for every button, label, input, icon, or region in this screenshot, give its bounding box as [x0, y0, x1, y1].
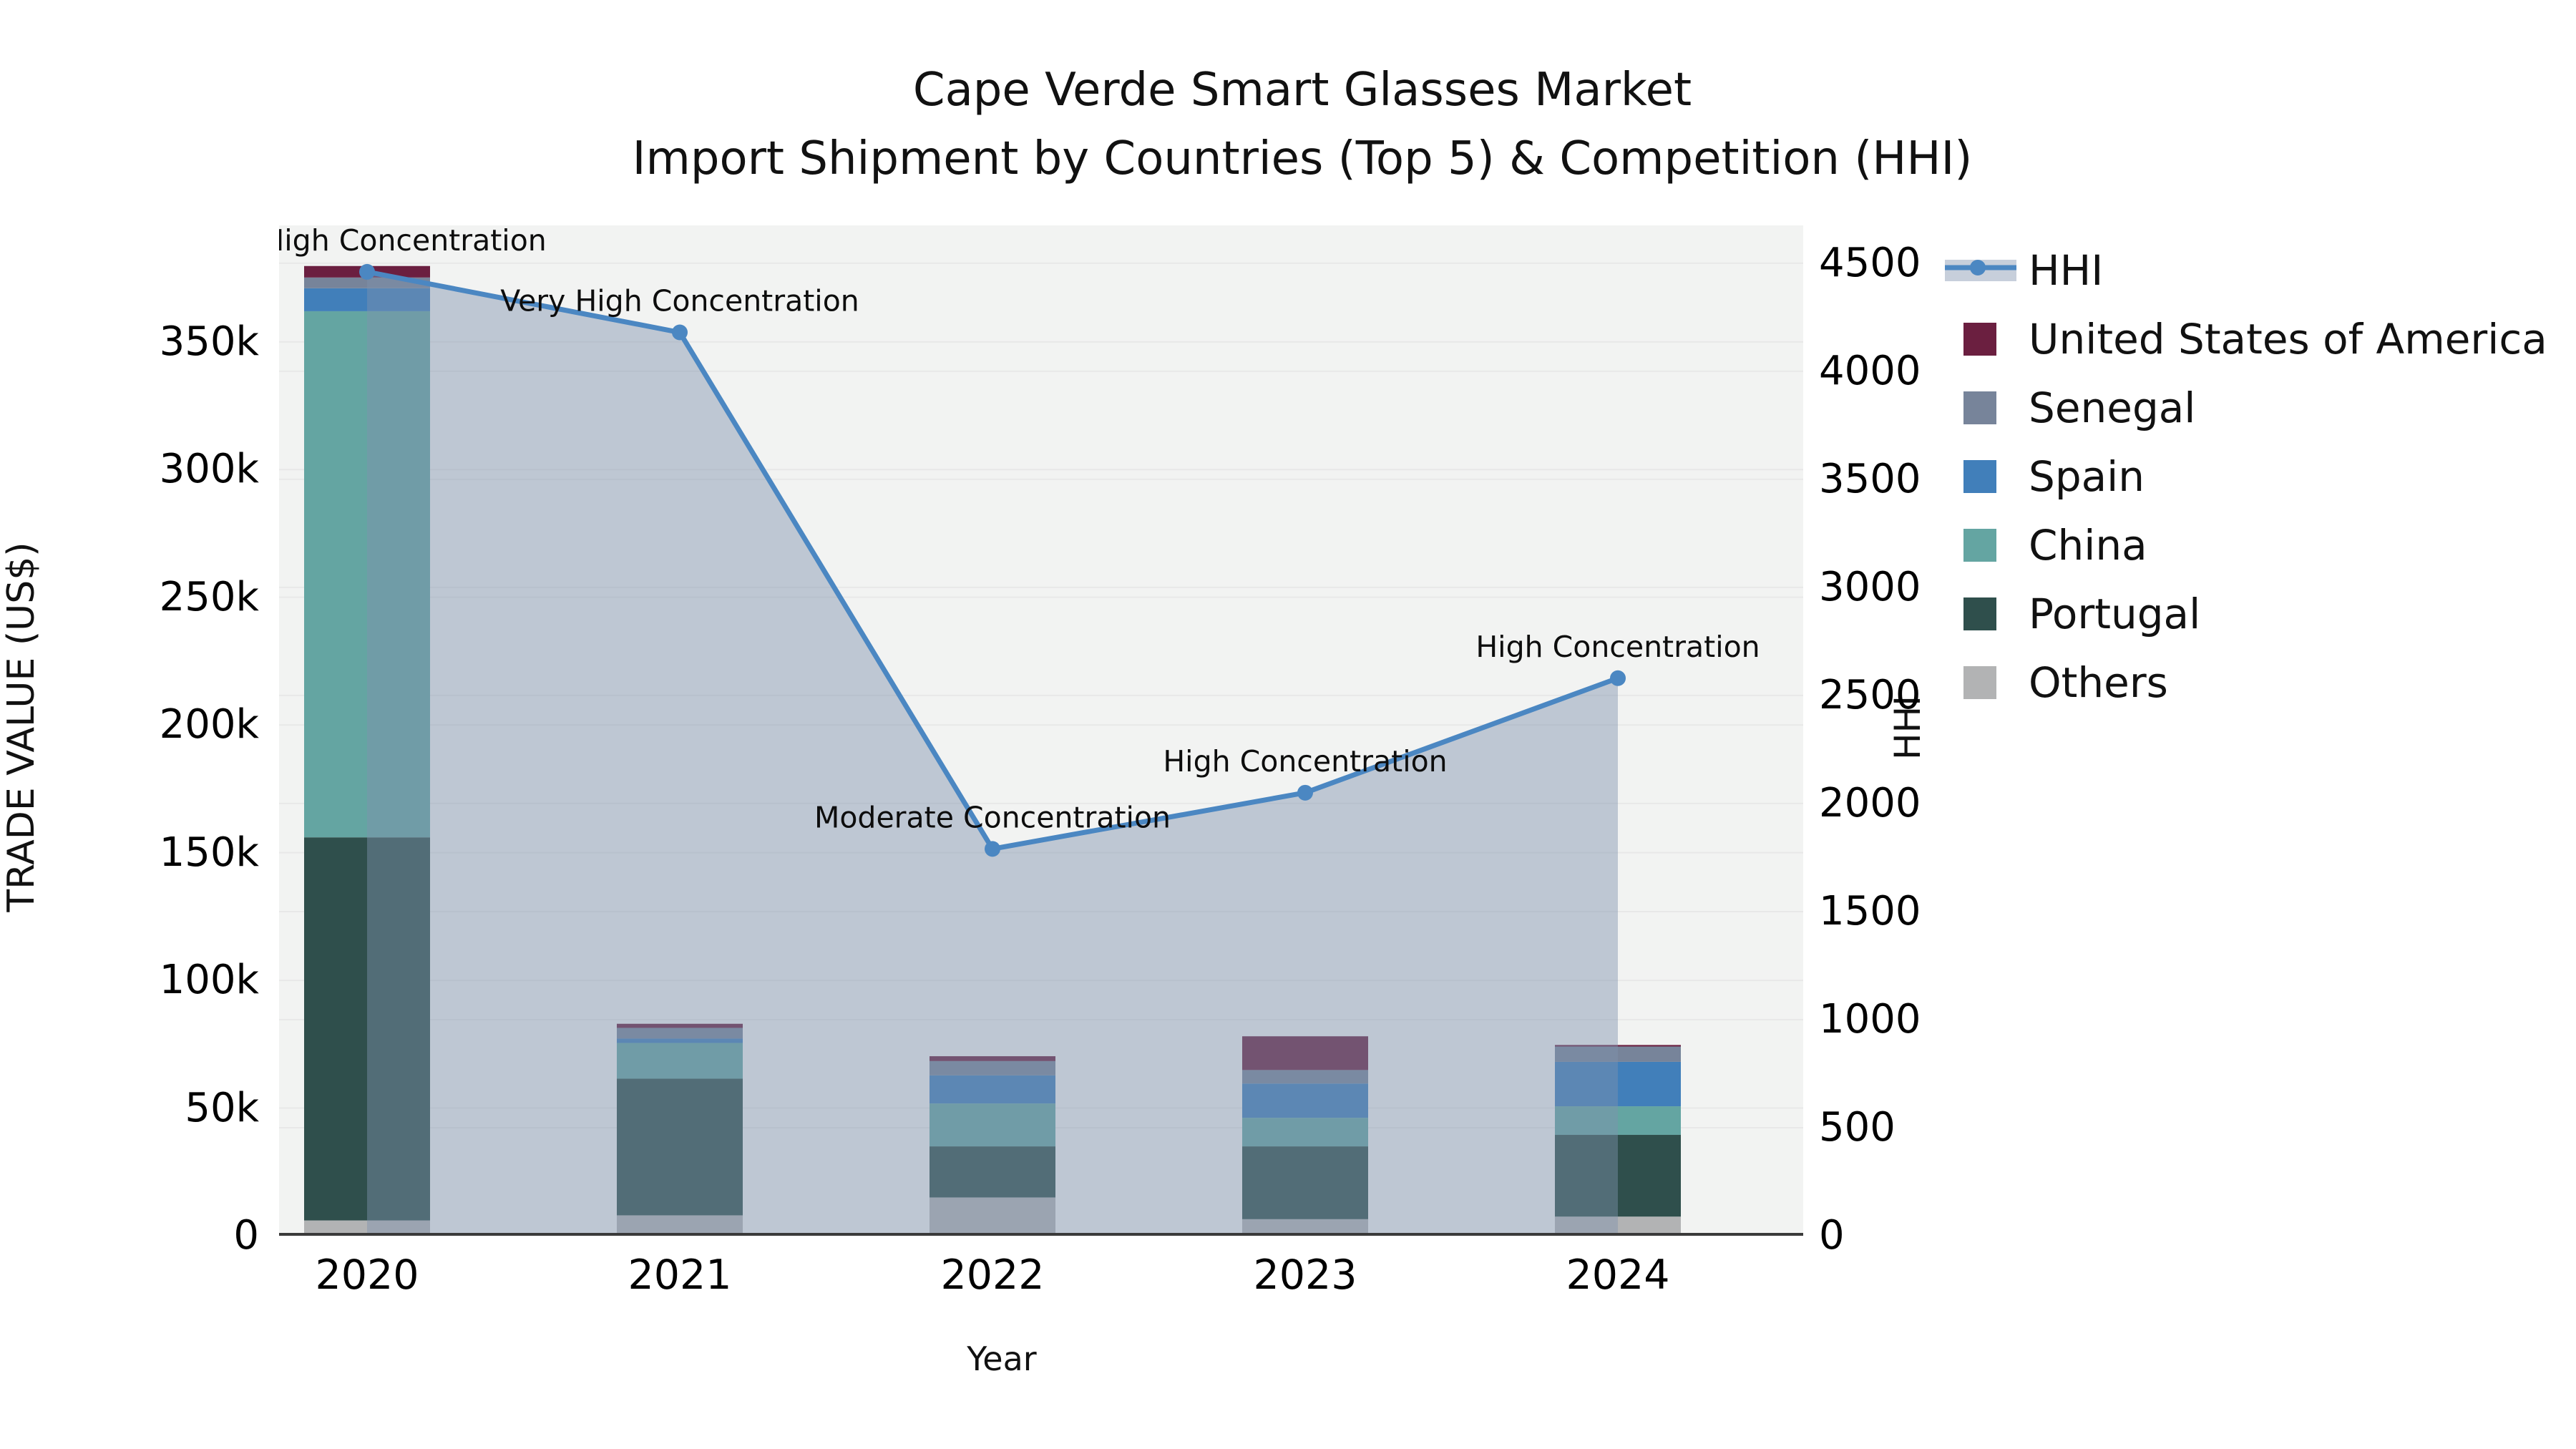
legend-item-others: Others	[1945, 648, 2560, 717]
chart-title: Cape Verde Smart Glasses Market Import S…	[29, 56, 2576, 193]
legend-item-hhi: HHI	[1945, 236, 2560, 305]
bar-segment	[930, 1197, 1055, 1236]
bar-segment	[617, 1023, 743, 1028]
y-tick-right: 2500	[1819, 671, 1921, 718]
bar-segment	[1555, 1135, 1681, 1217]
x-tick: 2020	[315, 1252, 419, 1299]
annotation-text: Moderate Concentration	[814, 800, 1171, 834]
legend-label: Senegal	[2029, 384, 2196, 432]
x-tick: 2021	[628, 1252, 732, 1299]
bar-segment	[1555, 1045, 1681, 1047]
annotation-text: High Concentration	[1475, 630, 1760, 664]
hhi-marker	[1610, 670, 1626, 686]
x-tick: 2024	[1566, 1252, 1670, 1299]
legend: HHI United States of America Senegal Spain C…	[1945, 236, 2560, 717]
legend-label: HHI	[2029, 246, 2104, 295]
y-tick-right: 0	[1819, 1212, 1845, 1259]
legend-swatch-icon	[1945, 648, 2016, 717]
y-tick-left: 350k	[159, 318, 259, 365]
bar-segment	[304, 837, 430, 1221]
y-tick-right: 4000	[1819, 347, 1921, 394]
x-axis-label: Year	[967, 1340, 1037, 1378]
y-tick-left: 200k	[159, 701, 259, 748]
bar-segment	[617, 1028, 743, 1039]
bar-segment	[1555, 1216, 1681, 1236]
bar-segment	[930, 1056, 1055, 1061]
legend-item-senegal: Senegal	[1945, 374, 2560, 442]
bar-segment	[617, 1038, 743, 1043]
y-axis-label-right: HHI	[1887, 696, 1928, 760]
bar-segment	[1242, 1219, 1368, 1236]
y-tick-right: 4500	[1819, 239, 1921, 286]
bar-segment	[930, 1075, 1055, 1104]
bar-segment	[1242, 1070, 1368, 1084]
legend-line-sample-icon	[1945, 236, 2016, 305]
y-tick-right: 500	[1819, 1103, 1896, 1151]
bar-segment	[930, 1060, 1055, 1075]
y-tick-right: 3500	[1819, 455, 1921, 502]
bar-segment	[617, 1043, 743, 1079]
hhi-marker	[672, 324, 688, 341]
hhi-marker	[359, 263, 375, 280]
y-tick-right: 1000	[1819, 995, 1921, 1043]
y-tick-left: 250k	[159, 573, 259, 620]
bar-segment	[304, 311, 430, 838]
bar-segment	[617, 1215, 743, 1236]
y-tick-left: 0	[233, 1212, 259, 1259]
hhi-area-fill	[367, 271, 1618, 1236]
y-tick-left: 150k	[159, 829, 259, 876]
legend-swatch-icon	[1945, 580, 2016, 648]
bar-segment	[1555, 1106, 1681, 1136]
x-tick: 2022	[940, 1252, 1045, 1299]
chart-title-line1: Cape Verde Smart Glasses Market	[912, 64, 1692, 117]
y-tick-right: 2000	[1819, 779, 1921, 826]
bar-segment	[930, 1146, 1055, 1198]
hhi-marker	[985, 841, 1000, 857]
y-tick-right: 1500	[1819, 887, 1921, 935]
legend-swatch-icon	[1945, 305, 2016, 374]
chart-canvas: Very High Concentration Very High Concent…	[279, 225, 1803, 1236]
bar-segment	[1555, 1046, 1681, 1062]
bar-segment	[1242, 1083, 1368, 1118]
legend-item-china: China	[1945, 511, 2560, 580]
legend-item-united-states-of-america: United States of America	[1945, 305, 2560, 374]
legend-label: Spain	[2029, 452, 2145, 501]
legend-item-spain: Spain	[1945, 442, 2560, 511]
bar-segment	[1242, 1036, 1368, 1070]
bar-segment	[1555, 1061, 1681, 1107]
legend-label: United States of America	[2029, 315, 2547, 364]
bar-segment	[304, 1220, 430, 1236]
y-tick-left: 100k	[159, 957, 259, 1004]
bar-segment	[617, 1078, 743, 1216]
y-tick-right: 3000	[1819, 563, 1921, 610]
bar-segment	[1242, 1146, 1368, 1219]
legend-swatch-icon	[1945, 511, 2016, 580]
legend-label: China	[2029, 521, 2147, 570]
bar-segment	[930, 1103, 1055, 1147]
hhi-marker	[1297, 784, 1313, 801]
annotation-text: Very High Concentration	[279, 225, 547, 258]
plot-area: Very High Concentration Very High Concent…	[279, 225, 1803, 1236]
x-tick: 2023	[1253, 1252, 1357, 1299]
legend-swatch-icon	[1945, 442, 2016, 511]
legend-item-portugal: Portugal	[1945, 580, 2560, 648]
legend-swatch-icon	[1945, 374, 2016, 442]
legend-label: Portugal	[2029, 590, 2201, 638]
bar-segment	[1242, 1118, 1368, 1147]
chart-title-line2: Import Shipment by Countries (Top 5) & C…	[632, 132, 1973, 185]
y-tick-left: 300k	[159, 446, 259, 493]
legend-label: Others	[2029, 658, 2168, 707]
y-tick-left: 50k	[185, 1084, 259, 1131]
bar-segment	[304, 288, 430, 311]
annotation-text: High Concentration	[1163, 744, 1447, 779]
annotation-text: Very High Concentration	[500, 284, 859, 318]
